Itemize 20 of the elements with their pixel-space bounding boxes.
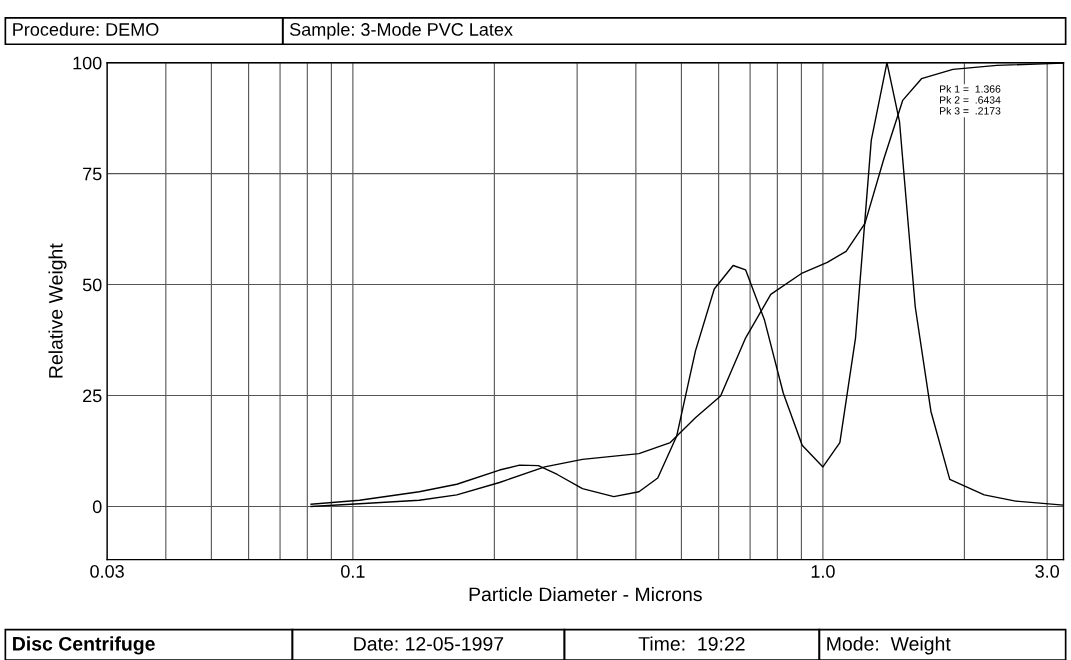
text: Date: 12-05-1997	[354, 636, 504, 651]
y-tick-label: 25	[83, 389, 102, 403]
text: Disc Centrifuge	[13, 636, 155, 655]
y-tick-label: 100	[73, 56, 102, 70]
x-tick-label: 1.0	[811, 565, 835, 578]
text: Mode: Weight	[827, 636, 951, 655]
x-axis-title: Particle Diameter - Microns	[469, 586, 702, 602]
annotation: Pk 2 = .6434	[940, 96, 1001, 104]
y-tick-label: 0	[92, 500, 102, 514]
annotation: Pk 1 = 1.366	[940, 85, 1001, 93]
x-tick-label: 0.03	[90, 565, 124, 578]
text: Sample: 3-Mode PVC Latex	[289, 22, 513, 40]
annotation: Pk 3 = .2173	[940, 106, 1001, 115]
text: Time: 19:22	[638, 636, 745, 651]
text: Procedure: DEMO	[13, 22, 159, 36]
x-tick-label: 3.0	[1035, 565, 1060, 578]
y-tick-label: 75	[83, 167, 102, 181]
y-axis-title: Relative Weight	[48, 243, 67, 378]
x-tick-label: 0.1	[341, 565, 365, 578]
y-tick-label: 50	[82, 278, 102, 292]
